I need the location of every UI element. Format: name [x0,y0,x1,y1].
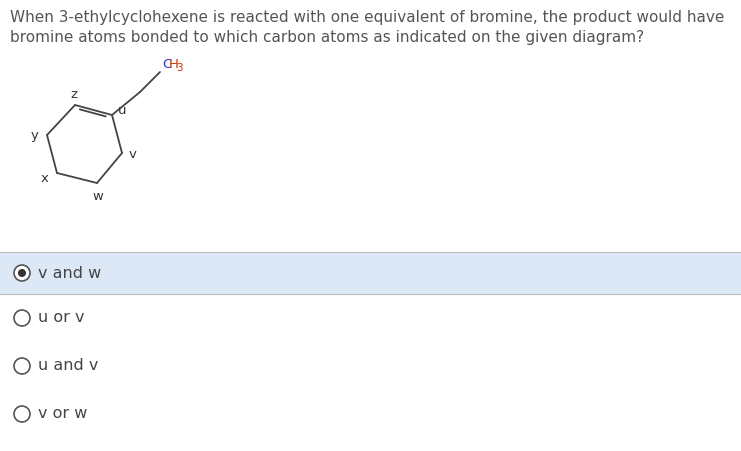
Text: w: w [93,189,104,202]
Circle shape [14,265,30,281]
Text: bromine atoms bonded to which carbon atoms as indicated on the given diagram?: bromine atoms bonded to which carbon ato… [10,30,644,45]
Text: v and w: v and w [38,266,102,281]
FancyBboxPatch shape [0,252,741,294]
Text: u and v: u and v [38,359,99,373]
Text: z: z [70,88,78,101]
Circle shape [14,406,30,422]
Text: v or w: v or w [38,406,87,422]
Text: When 3-ethylcyclohexene is reacted with one equivalent of bromine, the product w: When 3-ethylcyclohexene is reacted with … [10,10,725,25]
Text: 3: 3 [176,63,183,73]
Text: v: v [129,148,137,161]
Text: u: u [118,105,126,118]
Text: x: x [41,171,49,184]
Circle shape [14,358,30,374]
Text: H: H [169,59,179,72]
Circle shape [14,310,30,326]
Text: C: C [162,59,171,72]
Text: u or v: u or v [38,310,84,326]
Circle shape [18,269,26,277]
Text: y: y [31,129,39,142]
